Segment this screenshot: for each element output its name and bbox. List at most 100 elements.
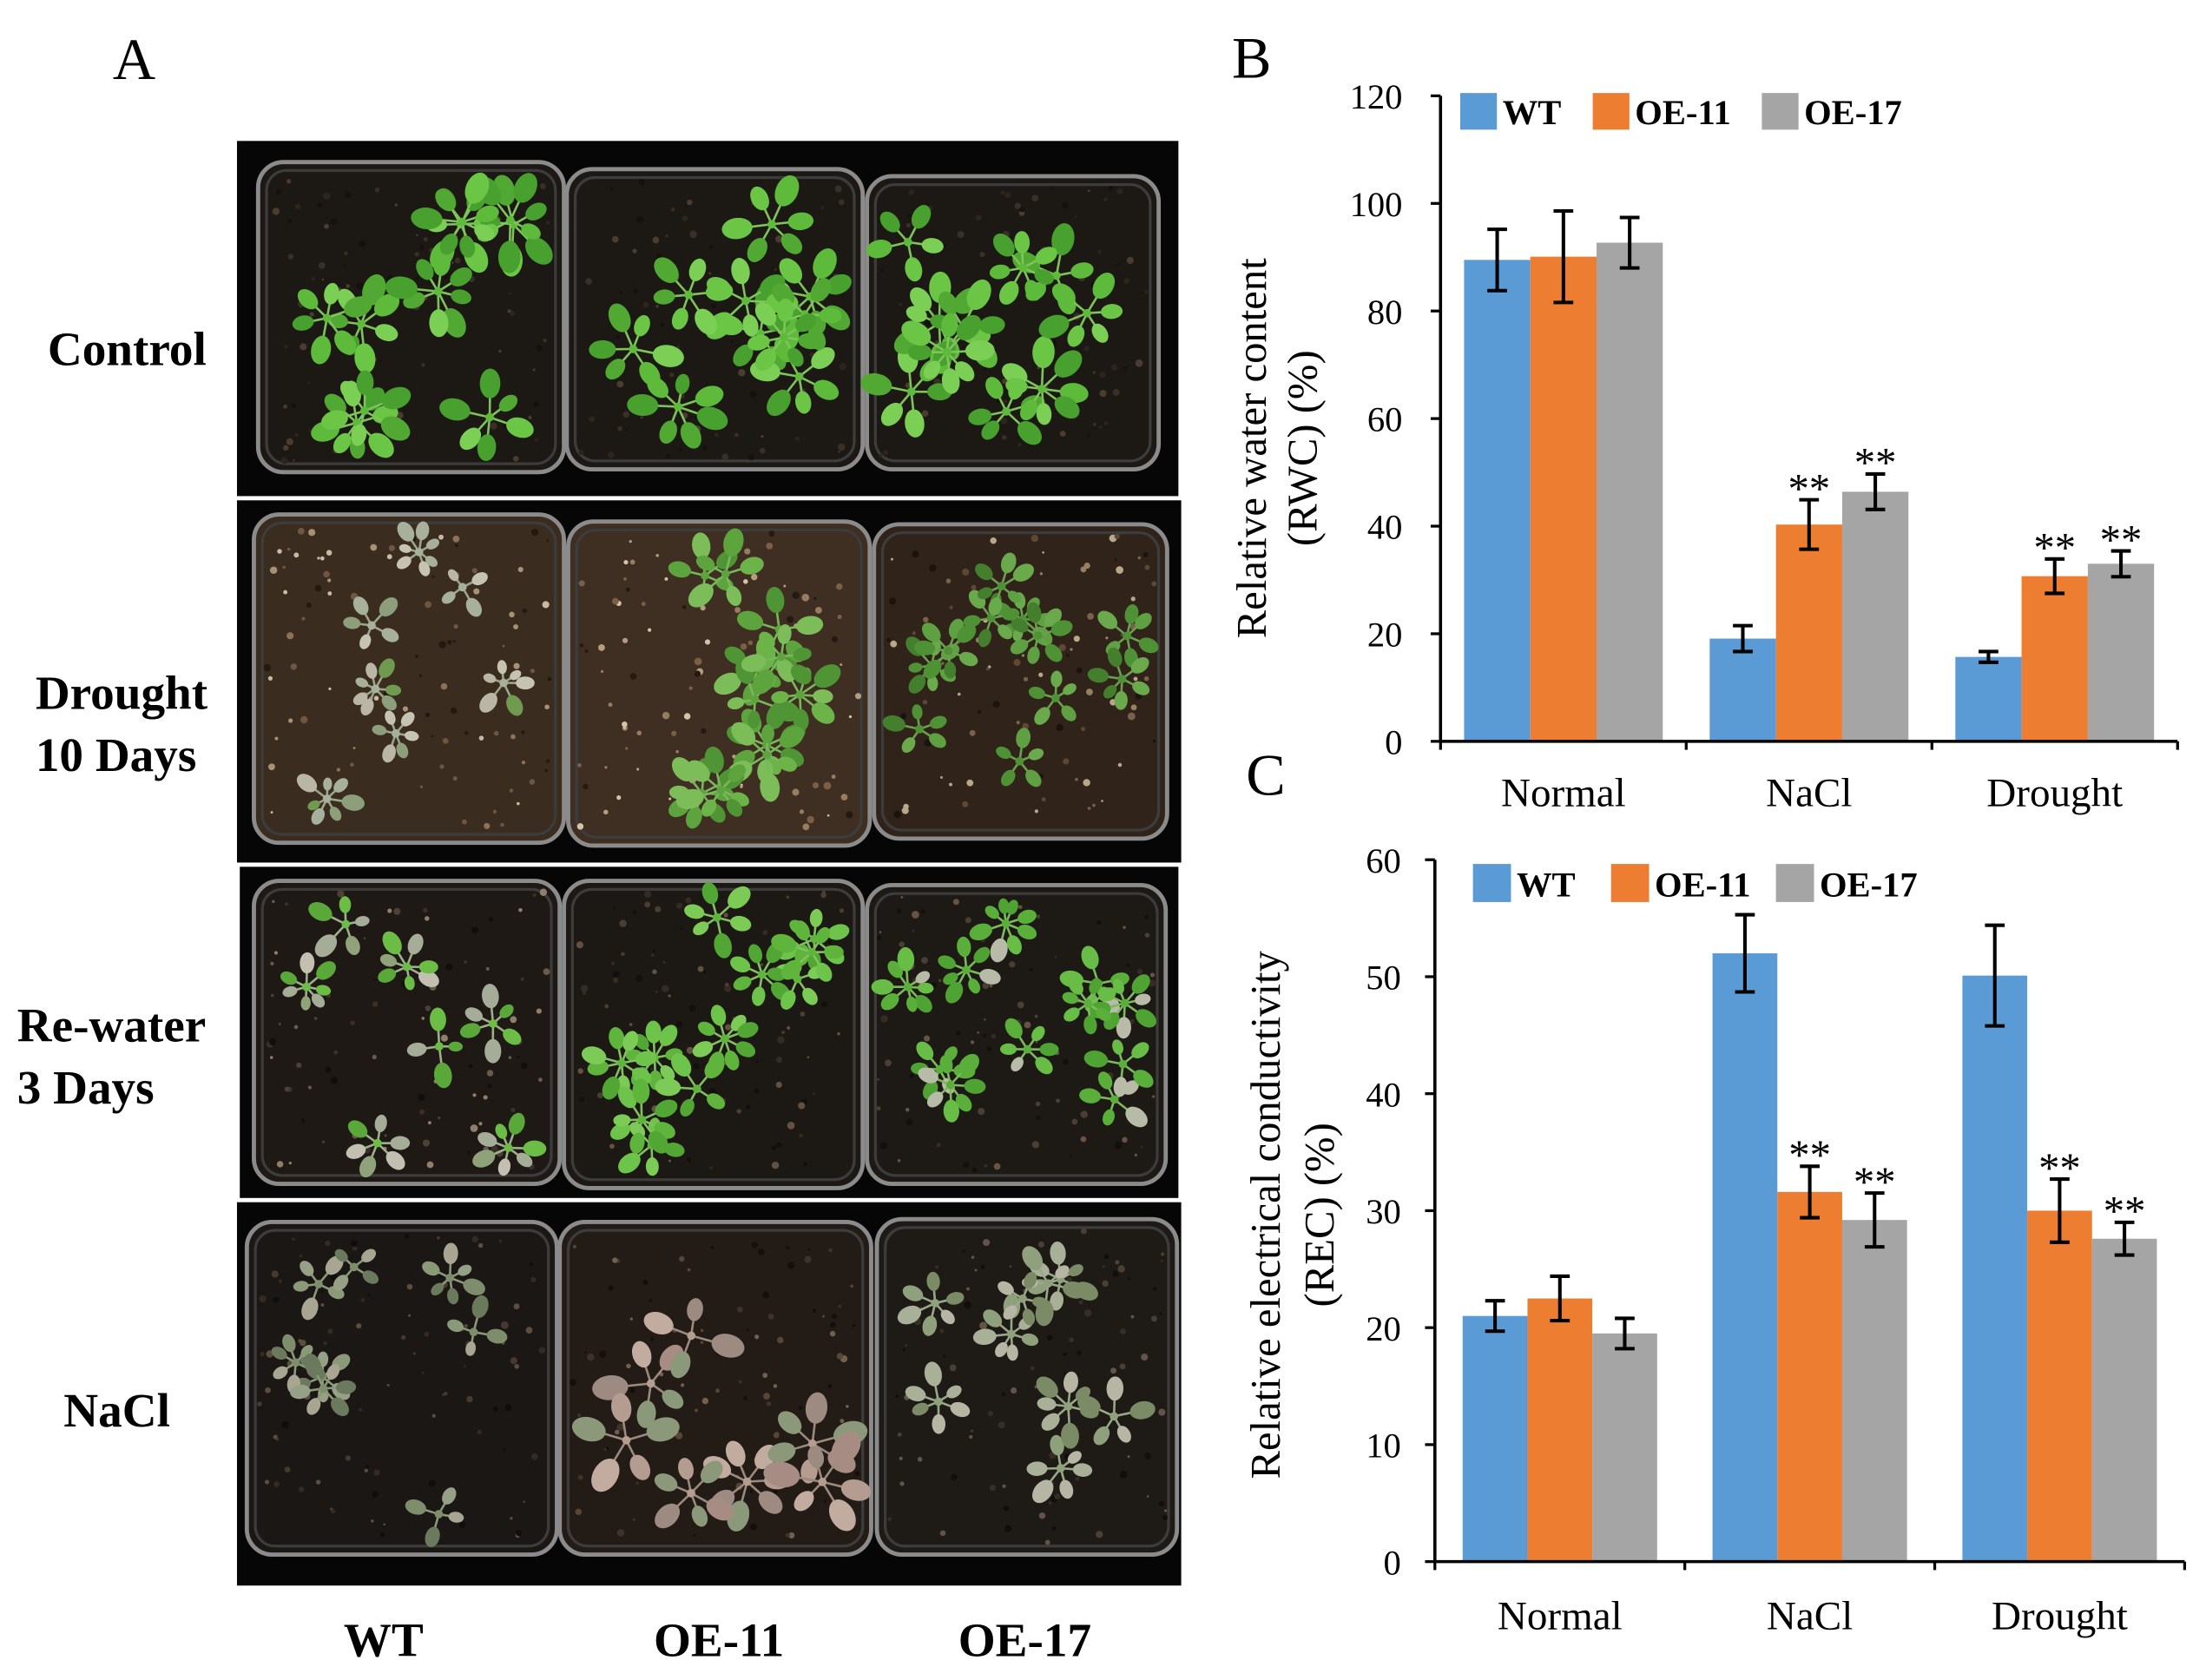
soil-speck [611, 235, 619, 243]
soil-speck [697, 965, 704, 972]
chart-c-ylabel-line1: Relative electrical conductivity [1242, 950, 1289, 1479]
plant-leaf [306, 1398, 321, 1415]
plant-leaf [978, 629, 991, 648]
plant-rosette [308, 896, 370, 958]
plant-rosette-center [1083, 998, 1093, 1008]
soil-speck [680, 927, 683, 931]
plant-leaf [901, 737, 916, 754]
soil-speck [530, 669, 535, 674]
plant-rosette-center [445, 1273, 455, 1282]
soil-speck [278, 1022, 281, 1026]
soil-speck [372, 1054, 377, 1060]
soil-speck [269, 1056, 273, 1059]
plant-leaf [385, 276, 418, 300]
soil-speck [775, 235, 783, 243]
plant-leaf [486, 1328, 508, 1344]
soil-speck [322, 1140, 326, 1143]
soil-speck [962, 1249, 965, 1252]
soil-speck [257, 1401, 262, 1407]
soil-speck [785, 1532, 790, 1538]
pot-inner-rim [566, 1229, 865, 1548]
photo-pot-drought-wt [252, 512, 567, 846]
plant-leaf [1125, 1106, 1148, 1128]
soil-speck [320, 1290, 324, 1294]
plant-rosette-center [986, 614, 996, 623]
soil-speck [1056, 723, 1063, 732]
plant-leaf [1017, 909, 1037, 925]
plant-leaf [723, 528, 744, 557]
soil-speck [652, 236, 660, 244]
soil-speck [284, 1466, 291, 1473]
plant-leaf [1026, 602, 1042, 623]
plant-leaf [315, 985, 332, 996]
plant-leaf [1044, 643, 1063, 662]
soil-speck [328, 687, 332, 690]
soil-speck [408, 1314, 411, 1317]
soil-speck [1009, 961, 1016, 968]
plant-rosette [1026, 1434, 1093, 1504]
plant-leaf [914, 640, 936, 656]
soil-speck [1035, 1101, 1041, 1107]
plant-leaf [957, 936, 971, 958]
plant-leaf [645, 1156, 659, 1176]
plant-leaf [983, 1309, 1003, 1328]
plant-leaf [602, 1076, 621, 1100]
plant-leaf [282, 985, 298, 998]
soil-speck [923, 616, 929, 623]
x-category-label: Drought [1986, 771, 2123, 816]
plant-leaf [998, 624, 1013, 640]
soil-speck [636, 768, 640, 771]
plant-leaf [860, 372, 892, 396]
soil-speck [1143, 675, 1149, 682]
plant-leaf [636, 1400, 656, 1428]
soil-speck [500, 822, 504, 827]
soil-speck [991, 1033, 997, 1039]
soil-speck [458, 1521, 465, 1528]
plant-leaf [680, 422, 701, 449]
plant-rosette-center [931, 1299, 940, 1308]
soil-speck [577, 1474, 583, 1480]
pot-inner-rim [884, 1226, 1170, 1548]
soil-speck [346, 284, 351, 288]
pot-inner-rim [260, 887, 553, 1177]
plant-leaf [282, 1334, 296, 1353]
plant-leaf [290, 1384, 311, 1400]
y-tick-label: 0 [1384, 1543, 1401, 1582]
soil-speck [611, 597, 619, 605]
soil-speck [333, 1050, 339, 1055]
plant-leaf [354, 343, 376, 373]
soil-speck [577, 1068, 583, 1074]
plant-leaf [912, 704, 923, 720]
soil-speck [350, 1020, 355, 1025]
plant-leaf [999, 1043, 1017, 1056]
plant-leaf [728, 886, 751, 909]
plant-rosette-center [701, 571, 709, 580]
plant-leaf [984, 906, 999, 919]
plant-leaf [946, 1385, 962, 1399]
plant-rosette-center [1123, 631, 1132, 641]
soil-speck [803, 1162, 808, 1167]
soil-speck [546, 539, 550, 543]
soil-speck [969, 729, 976, 736]
soil-speck [536, 345, 543, 352]
plant-leaf [767, 1442, 796, 1463]
plant-leaf [735, 1041, 756, 1057]
plant-rosette [321, 370, 412, 446]
plant-leaf [944, 662, 957, 679]
plant-rosette [472, 1112, 547, 1176]
soil-speck [613, 971, 620, 978]
soil-speck [1046, 1334, 1053, 1341]
plant-leaf [1054, 396, 1080, 419]
soil-speck [336, 768, 340, 772]
plant-rosette [333, 1248, 379, 1291]
soil-speck [423, 237, 428, 242]
plant-leaf [447, 569, 459, 582]
plant-leaf [675, 373, 690, 394]
plant-leaf [581, 1046, 607, 1065]
soil-speck [309, 312, 314, 317]
significance-mark: ** [2038, 1144, 2081, 1191]
soil-speck [711, 303, 716, 309]
plant-rosette-center [767, 220, 776, 229]
soil-speck [787, 1262, 795, 1269]
soil-speck [1103, 197, 1109, 202]
